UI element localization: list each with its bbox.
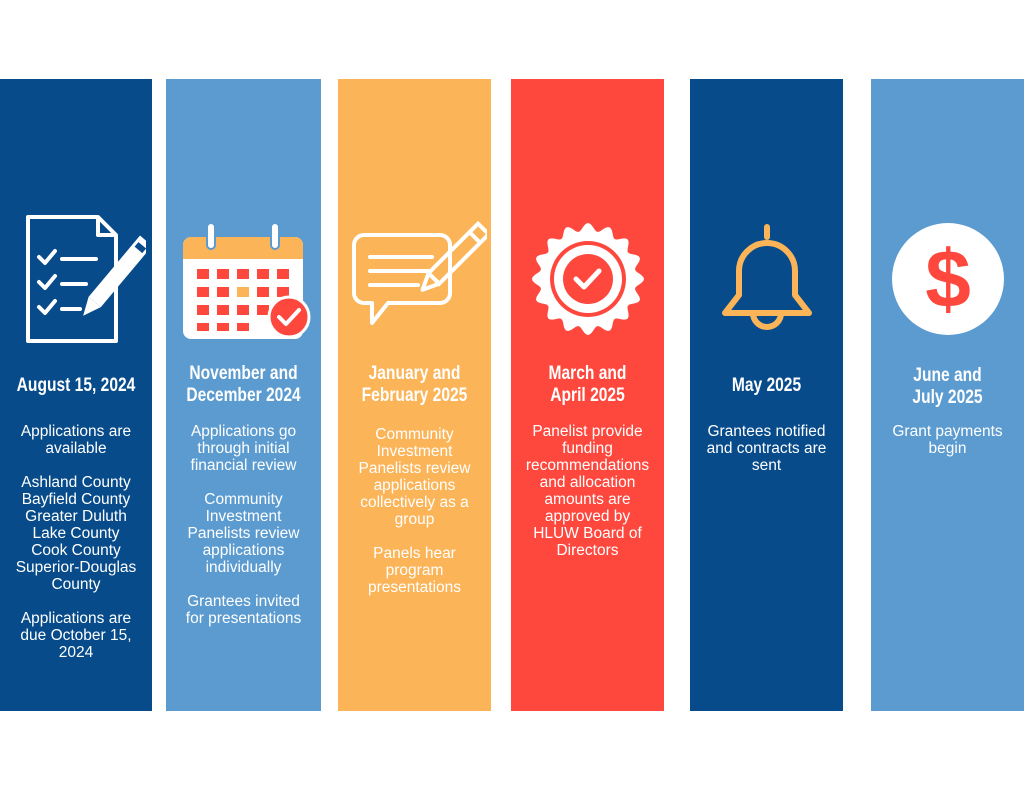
text-line: Grant payments	[892, 423, 1003, 440]
title-line: April 2025	[550, 385, 625, 406]
text-line: presentations	[367, 579, 462, 596]
paragraph: Panels hear program presentations	[344, 545, 485, 596]
text-line: Greater Duluth	[25, 508, 127, 525]
milestone-description: Grant payments begin	[877, 423, 1018, 474]
text-line: due October 15,	[20, 627, 132, 644]
paragraph: Applications are available	[6, 423, 146, 457]
milestone-description: Grantees notified and contracts are sent	[696, 423, 837, 491]
text-line: recommendations	[525, 457, 650, 474]
text-line: through initial	[197, 440, 290, 457]
timeline-column-2: November and December 2024 Applications …	[166, 79, 321, 711]
title-line: March and	[548, 363, 627, 384]
text-line: Community	[204, 491, 283, 508]
bell-icon	[690, 209, 843, 349]
text-line: and contracts are	[706, 440, 827, 457]
document-checklist-icon	[0, 209, 152, 349]
text-line: and allocation	[539, 474, 636, 491]
text-line: Applications go	[190, 423, 297, 440]
text-line: applications	[373, 477, 456, 494]
milestone-description: Applications are available Ashland Count…	[6, 423, 146, 678]
paragraph: Community Investment Panelists review ap…	[344, 426, 485, 528]
text-line: Applications are	[20, 423, 132, 440]
text-line: Lake County	[32, 525, 120, 542]
timeline-column-1: August 15, 2024 Applications are availab…	[0, 79, 152, 711]
title-line: July 2025	[912, 387, 983, 408]
text-line: Applications are	[20, 610, 132, 627]
text-line: for presentations	[185, 610, 302, 627]
title-line: January and	[368, 363, 461, 384]
text-line: group	[394, 511, 435, 528]
milestone-description: Applications go through initial financia…	[172, 423, 315, 644]
paragraph: Grantees invited for presentations	[172, 593, 315, 627]
paragraph: Community Investment Panelists review ap…	[172, 491, 315, 576]
text-line: Panelists review	[187, 525, 300, 542]
paragraph: Ashland County Bayfield County Greater D…	[6, 474, 146, 593]
text-line: Panelists review	[358, 460, 471, 477]
text-line: Panelist provide	[532, 423, 643, 440]
paragraph: Applications are due October 15, 2024	[6, 610, 146, 661]
text-line: Panels hear	[373, 545, 456, 562]
text-line: Investment	[376, 443, 453, 460]
text-line: Bayfield County	[21, 491, 131, 508]
text-line: Cook County	[31, 542, 121, 559]
milestone-title: January and February 2025	[352, 363, 477, 407]
title-line: May 2025	[731, 375, 802, 396]
text-line: funding	[562, 440, 613, 457]
text-line: Grantees notified	[707, 423, 826, 440]
chat-pencil-icon	[338, 209, 491, 349]
timeline-column-4: March and April 2025 Panelist provide fu…	[511, 79, 664, 711]
text-line: Community	[375, 426, 454, 443]
text-line: financial review	[190, 457, 297, 474]
calendar-check-icon	[166, 209, 321, 349]
milestone-description: Community Investment Panelists review ap…	[344, 426, 485, 613]
timeline-column-5: May 2025 Grantees notified and contracts…	[690, 79, 843, 711]
title-line: November and	[189, 363, 298, 384]
title-line: August 15, 2024	[16, 375, 136, 396]
text-line: Ashland County	[21, 474, 131, 491]
text-line: Grantees invited	[187, 593, 300, 610]
milestone-description: Panelist provide funding recommendations…	[517, 423, 658, 576]
text-line: Directors	[556, 542, 619, 559]
title-line: February 2025	[361, 385, 468, 406]
milestone-title: March and April 2025	[525, 363, 650, 407]
approval-seal-icon	[511, 209, 664, 349]
text-line: approved by	[544, 508, 631, 525]
milestone-title: November and December 2024	[180, 363, 307, 407]
timeline-column-6: $ June and July 2025 Grant payments begi…	[871, 79, 1024, 711]
paragraph: Grant payments begin	[877, 423, 1018, 457]
dollar-coin-icon: $	[871, 209, 1024, 349]
text-line: applications	[202, 542, 285, 559]
paragraph: Applications go through initial financia…	[172, 423, 315, 474]
text-line: 2024	[58, 644, 94, 661]
text-line: individually	[205, 559, 282, 576]
text-line: available	[45, 440, 107, 457]
text-line: collectively as a	[360, 494, 469, 511]
text-line: County	[51, 576, 101, 593]
text-line: HLUW Board of	[533, 525, 642, 542]
paragraph: Grantees notified and contracts are sent	[696, 423, 837, 474]
timeline-column-3: January and February 2025 Community Inve…	[338, 79, 491, 711]
title-line: June and	[913, 365, 982, 386]
text-line: sent	[751, 457, 782, 474]
text-line: Investment	[205, 508, 282, 525]
paragraph: Panelist provide funding recommendations…	[517, 423, 658, 559]
text-line: Superior-Douglas	[15, 559, 137, 576]
text-line: amounts are	[544, 491, 631, 508]
title-line: December 2024	[186, 385, 301, 406]
milestone-title: June and July 2025	[885, 365, 1010, 409]
text-line: program	[385, 562, 444, 579]
milestone-title: August 15, 2024	[14, 375, 139, 397]
text-line: begin	[928, 440, 967, 457]
svg-text:$: $	[925, 234, 971, 325]
milestone-title: May 2025	[704, 375, 829, 397]
